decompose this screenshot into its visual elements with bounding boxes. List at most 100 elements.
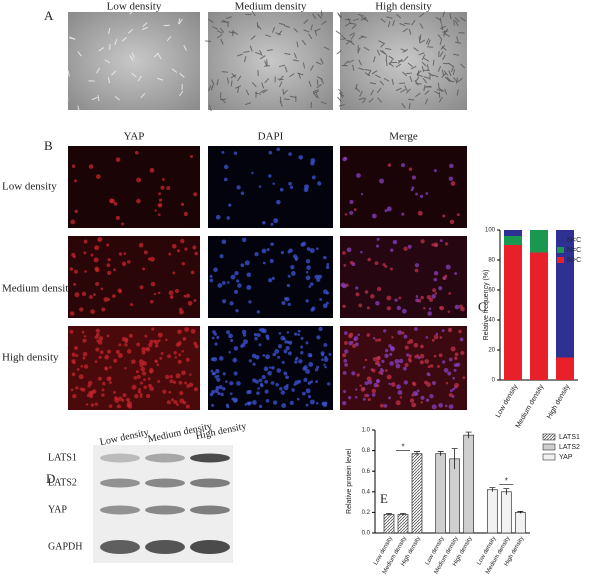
cell: [349, 22, 356, 25]
nucleus: [271, 366, 275, 370]
cell: [219, 92, 222, 99]
nucleus: [311, 175, 316, 180]
bar: [514, 512, 526, 534]
nucleus: [448, 176, 454, 181]
nucleus: [217, 392, 221, 396]
nucleus: [431, 294, 436, 299]
cell: [409, 76, 413, 82]
nucleus: [285, 346, 290, 351]
nucleus: [276, 368, 282, 373]
nucleus: [309, 399, 315, 405]
nucleus: [134, 150, 139, 155]
nucleus: [387, 163, 392, 167]
nucleus: [194, 344, 199, 349]
nucleus: [433, 242, 439, 248]
nucleus: [357, 333, 360, 337]
nucleus: [438, 402, 443, 408]
nucleus: [147, 377, 151, 381]
nucleus: [372, 357, 377, 362]
nucleus: [258, 343, 262, 347]
nucleus: [95, 267, 100, 273]
legend-label: N<C: [567, 237, 581, 244]
cell: [448, 80, 455, 83]
fluorescence-image: [208, 236, 333, 318]
nucleus: [258, 378, 263, 383]
cell: [266, 59, 268, 66]
nucleus: [256, 333, 261, 337]
nucleus: [390, 382, 396, 387]
cell: [279, 96, 282, 103]
nucleus: [272, 352, 277, 357]
cell: [359, 90, 363, 97]
nucleus: [222, 372, 226, 376]
nucleus: [79, 307, 84, 312]
nucleus: [380, 369, 385, 373]
nucleus: [454, 356, 458, 360]
nucleus: [305, 259, 311, 264]
nucleus: [349, 199, 354, 205]
nucleus: [351, 371, 356, 376]
fluorescence-image: [68, 146, 200, 228]
nucleus: [319, 297, 323, 301]
nucleus: [309, 282, 314, 286]
cell: [438, 91, 441, 98]
nucleus: [460, 350, 465, 355]
cell: [262, 89, 268, 94]
nucleus: [263, 366, 269, 372]
nucleus: [442, 360, 446, 364]
nucleus: [323, 357, 329, 362]
nucleus: [433, 334, 439, 340]
nucleus: [246, 284, 252, 290]
cell-texture: [205, 10, 330, 112]
nucleus: [109, 381, 112, 384]
bar: [463, 434, 475, 534]
nucleus: [439, 239, 443, 243]
nucleus: [410, 188, 414, 192]
nucleus: [212, 357, 218, 362]
nucleus: [192, 245, 197, 250]
nucleus: [297, 333, 300, 337]
nucleus: [97, 238, 101, 242]
legend-swatch: [542, 453, 556, 461]
micrograph: [208, 12, 333, 110]
blot-band: [190, 540, 230, 554]
cell: [387, 21, 391, 28]
nucleus: [444, 404, 448, 408]
nucleus: [264, 389, 269, 394]
nucleus: [273, 218, 279, 224]
nucleus: [225, 380, 228, 383]
cell: [436, 89, 443, 92]
nucleus: [178, 380, 183, 385]
nucleus: [253, 332, 258, 337]
y-tick-label: 1.0: [362, 428, 371, 434]
error-bar: [503, 488, 510, 495]
cell: [255, 51, 262, 55]
cell: [315, 92, 319, 99]
nucleus: [185, 293, 191, 298]
nucleus: [414, 268, 419, 273]
nucleus: [377, 338, 382, 342]
nucleus: [175, 373, 181, 379]
nucleus: [416, 389, 420, 393]
nucleus: [113, 391, 116, 394]
nucleus: [181, 203, 185, 206]
cell: [423, 84, 426, 91]
nucleus: [144, 334, 148, 338]
cell: [454, 17, 460, 23]
blot-band: [145, 478, 185, 488]
nucleus: [252, 400, 257, 405]
cell: [91, 96, 98, 101]
cell: [183, 44, 187, 51]
cell: [379, 80, 385, 86]
nucleus: [344, 349, 349, 354]
cell: [320, 10, 323, 17]
legend-label: N=C: [567, 247, 581, 254]
y-axis-label: Relative frequency (%): [483, 270, 490, 341]
column-label: DAPI: [258, 131, 284, 143]
cell: [207, 85, 212, 92]
nucleus: [82, 338, 87, 343]
error-bar: [465, 431, 472, 439]
nucleus: [274, 349, 280, 354]
nucleus: [323, 255, 327, 260]
cell: [237, 86, 240, 93]
